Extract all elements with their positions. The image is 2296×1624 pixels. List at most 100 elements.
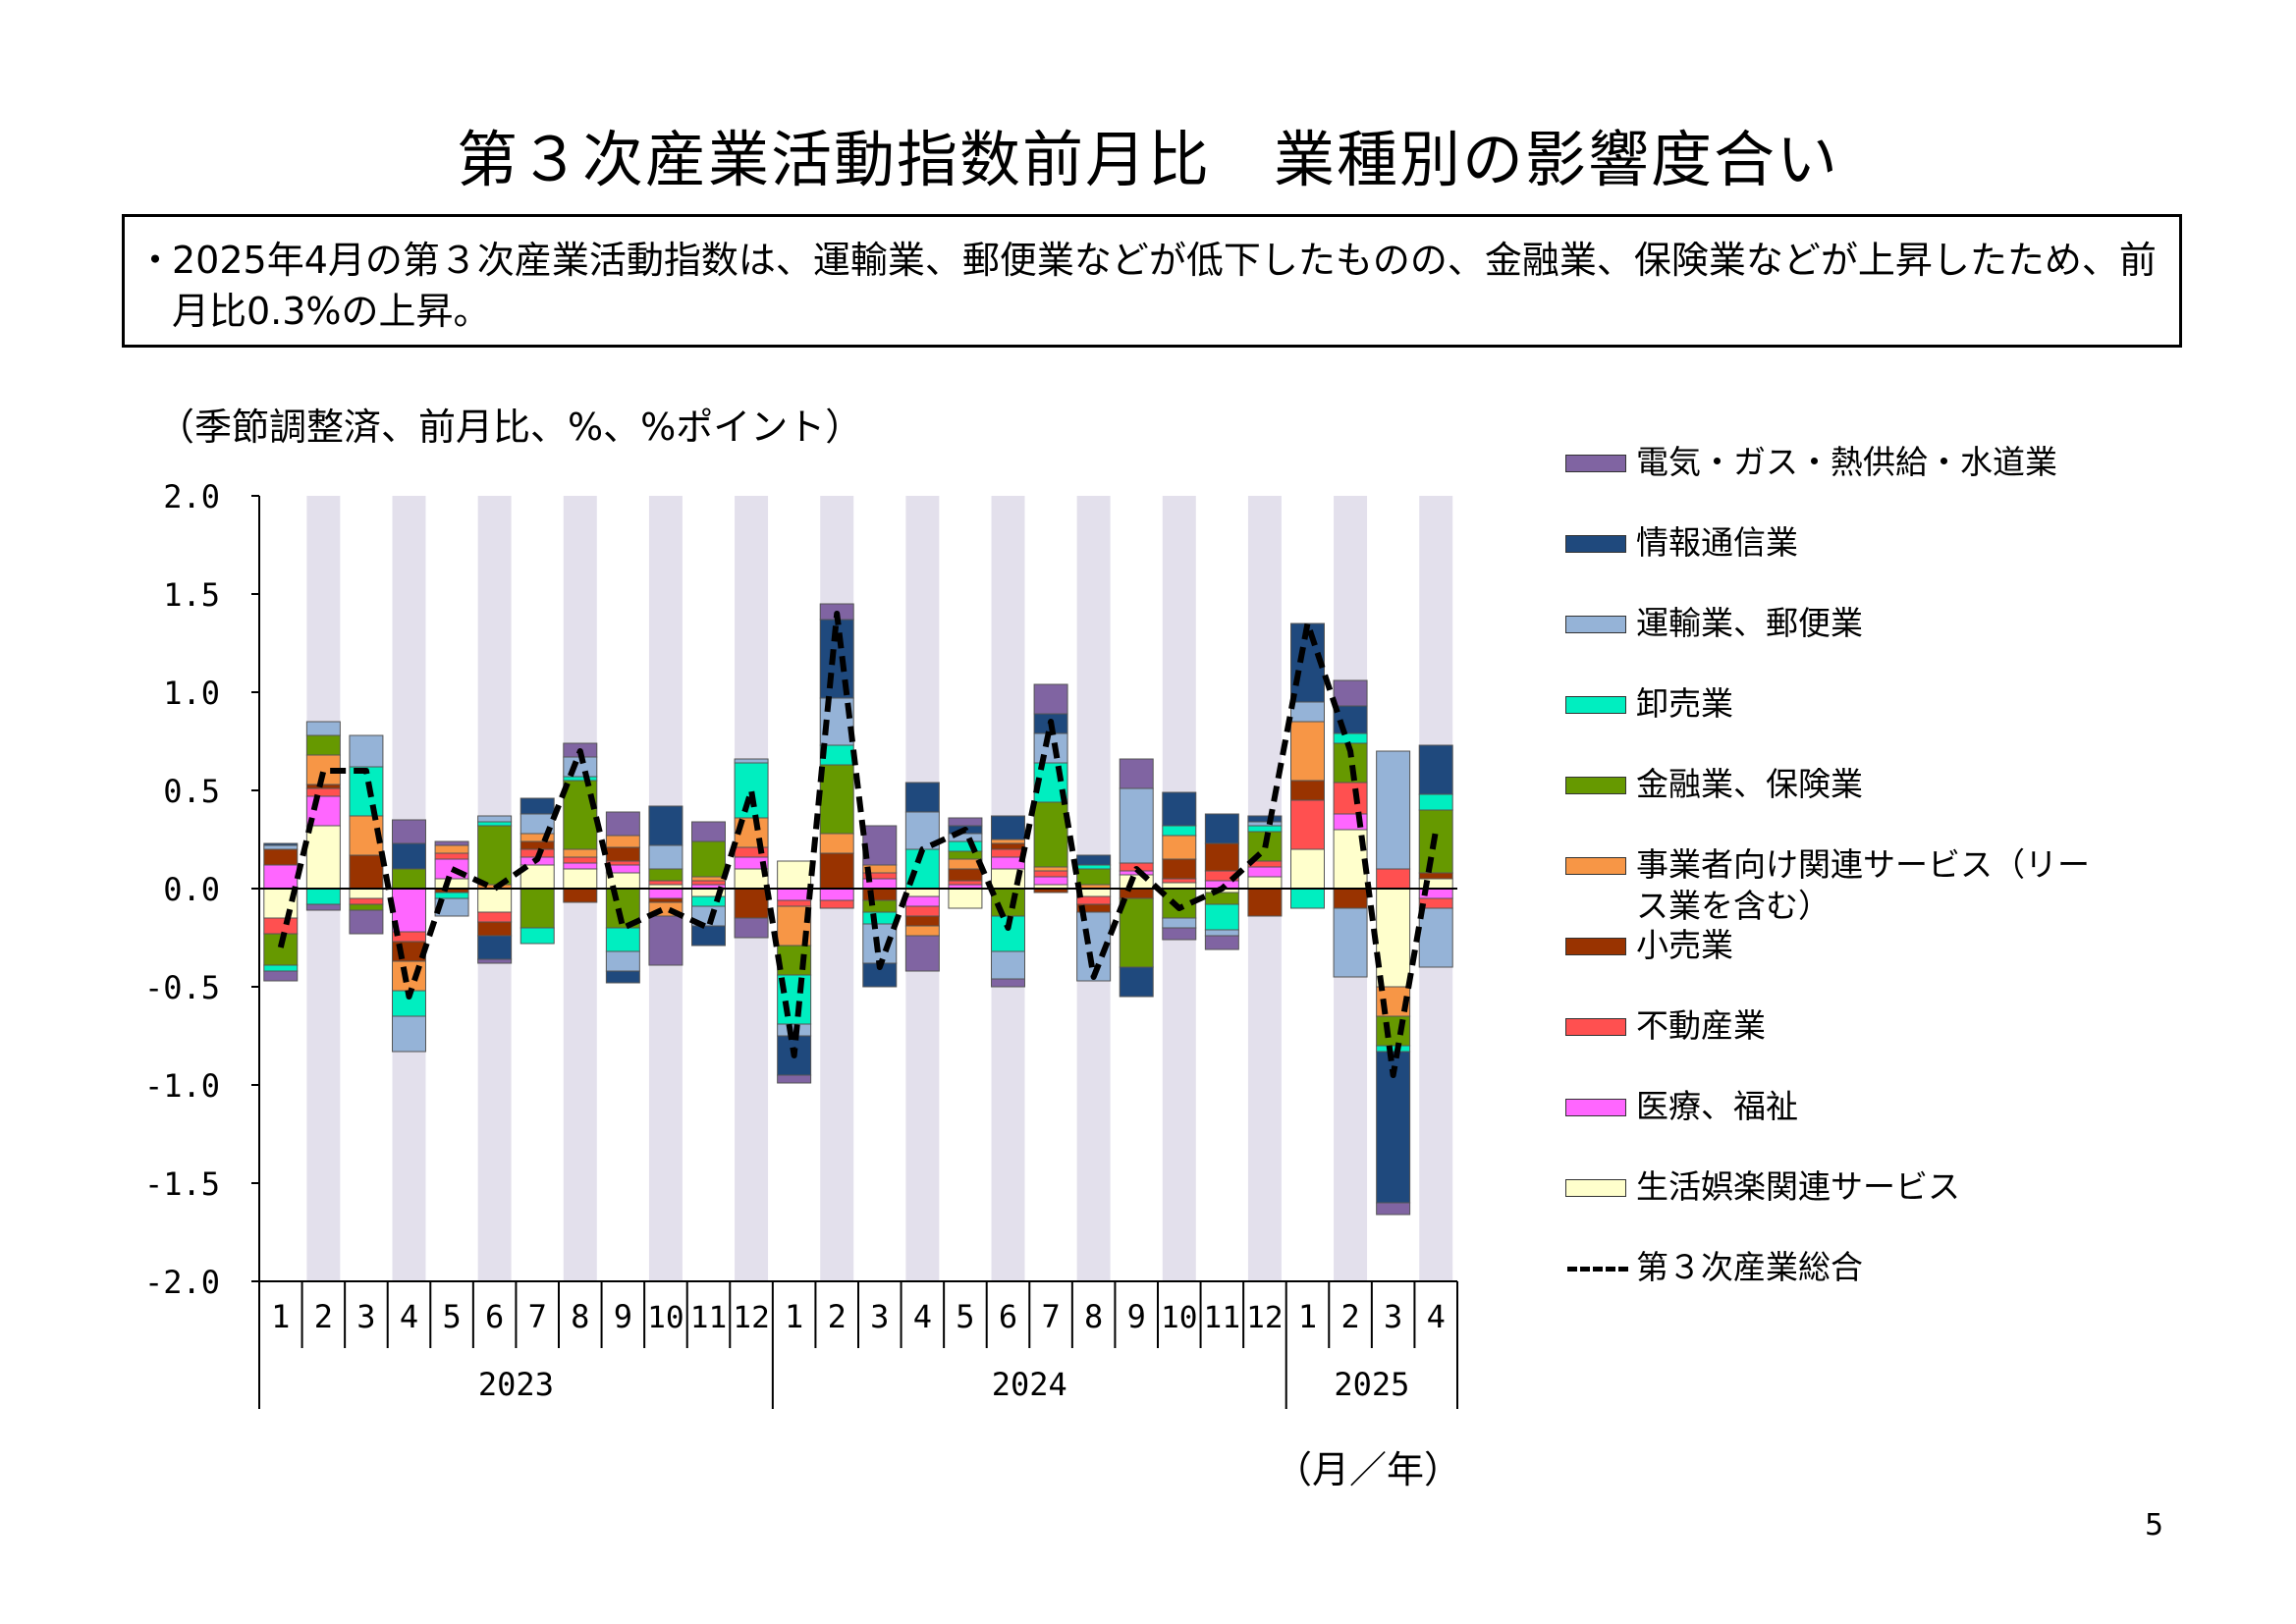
bar-segment bbox=[392, 819, 426, 844]
month-label: 1 bbox=[271, 1298, 290, 1335]
bar-segment bbox=[904, 782, 940, 813]
bar-segment bbox=[1033, 866, 1068, 872]
bar-segment bbox=[734, 917, 769, 939]
bar-segment bbox=[349, 909, 384, 935]
bar-segment bbox=[349, 734, 384, 768]
bar-segment bbox=[1247, 815, 1283, 823]
bar-segment bbox=[1333, 888, 1368, 909]
y-tick-label: 0.0 bbox=[163, 871, 220, 908]
legend-label: 情報通信業 bbox=[1636, 523, 1798, 562]
bar-segment bbox=[1376, 750, 1411, 870]
bar-segment bbox=[563, 848, 598, 858]
bar-segment bbox=[1119, 758, 1154, 789]
bar-segment bbox=[1033, 732, 1068, 764]
bar-segment bbox=[1418, 872, 1453, 880]
bar-segment bbox=[691, 880, 726, 886]
bar-segment bbox=[263, 970, 299, 982]
bar-segment bbox=[1076, 868, 1112, 886]
y-tick-label: 0.5 bbox=[163, 773, 220, 810]
bar-segment bbox=[477, 888, 513, 913]
bar-segment bbox=[1247, 876, 1283, 890]
bar-segment bbox=[1162, 917, 1197, 929]
bar-segment bbox=[305, 825, 341, 890]
bar-segment bbox=[1247, 825, 1283, 833]
bar-segment bbox=[819, 764, 854, 835]
bar-segment bbox=[1162, 927, 1197, 941]
bar-segment bbox=[1333, 732, 1368, 744]
month-label: 12 bbox=[733, 1301, 770, 1335]
bar-segment bbox=[1204, 842, 1239, 872]
month-label: 6 bbox=[999, 1298, 1017, 1335]
bar-segment bbox=[691, 925, 726, 947]
bar-segment bbox=[434, 892, 469, 899]
bar-segment bbox=[948, 888, 983, 909]
bar-segment bbox=[691, 840, 726, 878]
bar-segment bbox=[263, 917, 299, 935]
bar-segment bbox=[648, 880, 683, 886]
legend-label: 生活娯楽関連サービス bbox=[1636, 1167, 1960, 1206]
bar-segment bbox=[605, 811, 640, 837]
bar-segment bbox=[1204, 892, 1239, 905]
legend-swatch bbox=[1565, 857, 1626, 875]
legend-label: 第３次産業総合 bbox=[1636, 1248, 1863, 1286]
bar-segment bbox=[1119, 966, 1154, 998]
year-label: 2023 bbox=[478, 1366, 554, 1403]
bar-segment bbox=[904, 925, 940, 937]
month-label: 11 bbox=[690, 1301, 728, 1335]
month-label: 7 bbox=[1041, 1298, 1060, 1335]
bar-segment bbox=[263, 842, 299, 846]
bar-segment bbox=[819, 833, 854, 854]
bar-segment bbox=[648, 844, 683, 870]
month-label: 7 bbox=[528, 1298, 547, 1335]
bar-segment bbox=[605, 860, 640, 866]
bar-segment bbox=[263, 844, 299, 850]
year-label: 2025 bbox=[1334, 1366, 1409, 1403]
bar-segment bbox=[477, 815, 513, 823]
bar-segment bbox=[392, 868, 426, 890]
bar-segment bbox=[648, 915, 683, 966]
bar-segment bbox=[1033, 870, 1068, 878]
bar-segment bbox=[477, 825, 513, 886]
month-label: 10 bbox=[1161, 1301, 1198, 1335]
legend-swatch bbox=[1565, 455, 1626, 472]
legend-swatch bbox=[1565, 535, 1626, 553]
bar-segment bbox=[605, 846, 640, 862]
bar-segment bbox=[991, 978, 1025, 988]
bar-segment bbox=[991, 888, 1025, 917]
legend-swatch bbox=[1565, 1018, 1626, 1036]
legend-label: 小売業 bbox=[1636, 926, 1733, 964]
month-label: 1 bbox=[1298, 1298, 1317, 1335]
bar-segment bbox=[1247, 888, 1283, 917]
legend-swatch bbox=[1565, 1099, 1626, 1116]
legend-label-line2: ス業を含む） bbox=[1636, 887, 1831, 925]
bar-segment bbox=[1376, 1045, 1411, 1053]
bar-segment bbox=[392, 960, 426, 992]
legend-swatch bbox=[1565, 938, 1626, 955]
bar-segment bbox=[1162, 888, 1197, 919]
year-label: 2024 bbox=[992, 1366, 1067, 1403]
bar-segment bbox=[862, 899, 898, 913]
bar-segment bbox=[1204, 929, 1239, 937]
bar-segment bbox=[349, 854, 384, 890]
month-label: 12 bbox=[1246, 1301, 1284, 1335]
bar-segment bbox=[648, 868, 683, 882]
bar-segment bbox=[904, 895, 940, 907]
bar-segment bbox=[305, 888, 341, 905]
bar-segment bbox=[1333, 907, 1368, 978]
bar-segment bbox=[1418, 744, 1453, 795]
bar-segment bbox=[904, 888, 940, 897]
legend-label: 卸売業 bbox=[1636, 684, 1733, 723]
bar-segment bbox=[904, 905, 940, 917]
legend-swatch bbox=[1565, 616, 1626, 633]
bar-segment bbox=[563, 780, 598, 850]
bar-segment bbox=[1033, 801, 1068, 868]
bar-segment bbox=[1204, 935, 1239, 950]
bar-segment bbox=[734, 758, 769, 764]
bar-segment bbox=[519, 840, 555, 850]
summary-bullet: ・ bbox=[137, 239, 175, 282]
legend-label: 運輸業、郵便業 bbox=[1636, 604, 1863, 642]
bar-segment bbox=[1376, 868, 1411, 890]
month-label: 3 bbox=[870, 1298, 889, 1335]
bar-segment bbox=[434, 852, 469, 860]
bar-segment bbox=[991, 842, 1025, 850]
